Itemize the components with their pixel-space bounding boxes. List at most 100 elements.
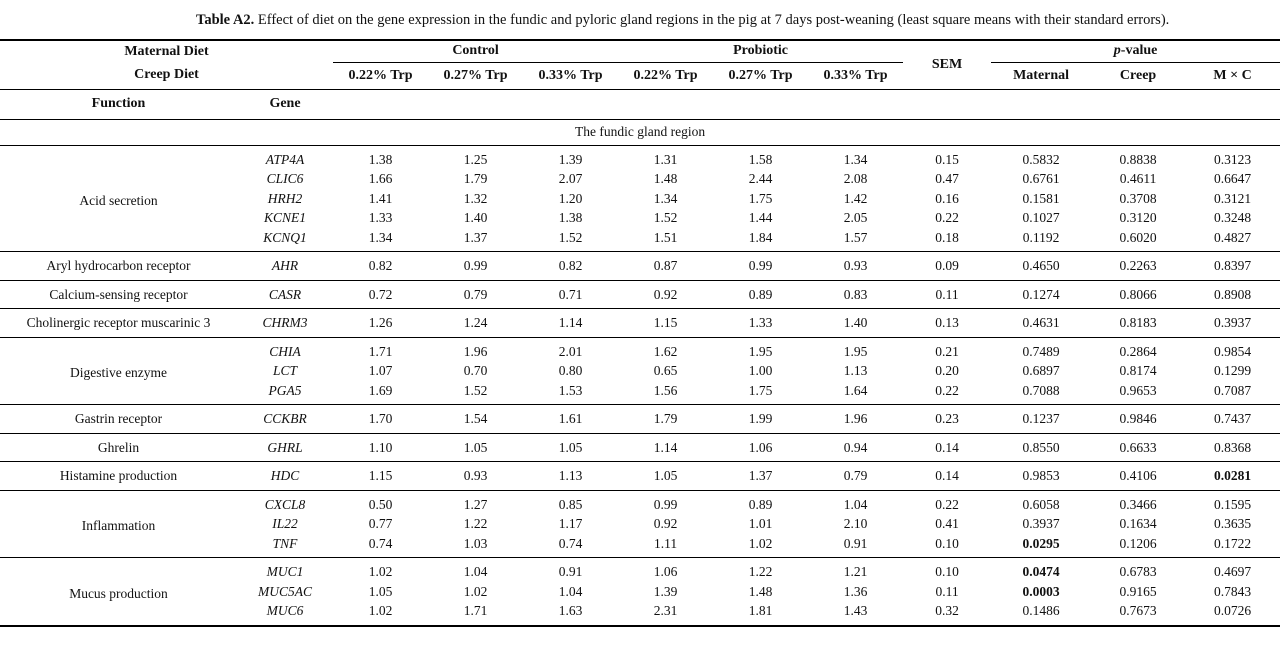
value-cell: 2.05 xyxy=(843,210,868,225)
table-row: Gastrin receptor CCKBR 1.70 1.54 1.61 1.79 1.9… xyxy=(0,404,1280,434)
value-cell: 2.07 xyxy=(558,171,583,186)
value-cell: 1.01 xyxy=(748,516,773,531)
value-cell: 1.66 xyxy=(368,171,393,186)
function-label: Gastrin receptor xyxy=(74,411,163,426)
p-value-cell: 0.7087 xyxy=(1185,380,1280,405)
header-row-3-spacer xyxy=(333,89,1280,120)
value-cell: 1.44 xyxy=(748,210,773,225)
value-cell: 1.13 xyxy=(523,461,619,491)
p-value-cell: 0.8368 xyxy=(1185,433,1280,462)
trp-col-header: 0.27% Trp xyxy=(713,62,809,90)
sem-cell: 0.15 xyxy=(935,151,959,167)
p-value-cell: 0.2864 xyxy=(1119,343,1157,359)
value-cell: 1.71 xyxy=(368,343,393,359)
p-value-cell: 0.8183 xyxy=(1091,308,1186,338)
value-cell: 1.17 xyxy=(558,516,583,531)
p-value-cell: 0.9854 xyxy=(1214,343,1252,359)
value-cell: 1.96 xyxy=(463,343,488,359)
sem-cell: 0.22 xyxy=(935,210,959,225)
function-label: Cholinergic receptor muscarinic 3 xyxy=(26,315,211,330)
p-value-cell: 0.1237 xyxy=(991,404,1092,434)
value-cell: 1.64 xyxy=(808,380,904,405)
table-row: KCNQ1 1.34 1.37 1.52 1.51 1.84 1.57 0.18 0.1192 0… xyxy=(0,227,1280,252)
value-cell: 1.95 xyxy=(748,343,773,359)
value-cell: 0.74 xyxy=(333,533,429,558)
value-cell: 1.14 xyxy=(523,308,619,338)
sem-cell: 0.11 xyxy=(903,280,992,309)
value-cell: 0.87 xyxy=(618,251,714,281)
value-cell: 1.56 xyxy=(618,380,714,405)
trp-col-header: 0.27% Trp xyxy=(428,62,524,90)
value-cell: 1.96 xyxy=(808,404,904,434)
p-value-cell: 0.8838 xyxy=(1119,151,1157,167)
value-cell: 1.70 xyxy=(333,404,429,434)
value-cell: 1.79 xyxy=(463,171,488,186)
p-maternal-header: Maternal xyxy=(991,62,1092,90)
p-value-rest: -value xyxy=(1120,43,1158,59)
p-value-cell: 0.6647 xyxy=(1214,171,1252,186)
function-label: Inflammation xyxy=(81,518,156,533)
p-value-cell: 0.7088 xyxy=(991,380,1092,405)
p-value-cell: 0.5832 xyxy=(1022,151,1060,167)
p-value-cell: 0.6058 xyxy=(1022,496,1060,512)
p-value-cell: 0.6897 xyxy=(1022,363,1060,378)
value-cell: 0.89 xyxy=(748,496,773,512)
table-row: Digestive enzyme CHIA 1.71 1.96 2.01 1.62 1.95… xyxy=(0,337,1280,405)
value-cell: 0.71 xyxy=(523,280,619,309)
value-cell: 1.52 xyxy=(428,380,524,405)
gene-cell: HRH2 xyxy=(267,190,303,206)
value-cell: 1.33 xyxy=(368,210,393,225)
gene-cell: IL22 xyxy=(272,516,298,531)
gene-cell: TNF xyxy=(237,533,334,558)
sem-cell: 0.22 xyxy=(935,496,959,512)
value-cell: 1.48 xyxy=(653,171,678,186)
p-value-cell: 0.4827 xyxy=(1185,227,1280,252)
gene-cell: MUC5AC xyxy=(258,583,312,599)
table-row: MUC6 1.02 1.71 1.63 2.31 1.81 1.43 0.32 0.1486 0.… xyxy=(0,601,1280,626)
p-value-cell: 0.1722 xyxy=(1185,533,1280,558)
p-value-cell: 0.0474 xyxy=(1022,564,1060,579)
value-cell: 1.57 xyxy=(808,227,904,252)
value-cell: 1.40 xyxy=(808,308,904,338)
value-cell: 0.91 xyxy=(558,564,583,579)
value-cell: 1.63 xyxy=(523,601,619,626)
function-cell: Ghrelin xyxy=(0,433,237,462)
sem-cell: 0.14 xyxy=(903,433,992,462)
value-cell: 1.32 xyxy=(463,190,488,206)
value-cell: 1.06 xyxy=(653,564,678,579)
value-cell: 1.03 xyxy=(428,533,524,558)
value-cell: 1.15 xyxy=(618,308,714,338)
value-cell: 0.80 xyxy=(558,363,583,378)
trp-col-header: 0.22% Trp xyxy=(618,62,714,90)
value-cell: 0.91 xyxy=(808,533,904,558)
p-value-cell: 0.6633 xyxy=(1091,433,1186,462)
header-row-2: Creep Diet 0.22% Trp 0.27% Trp 0.33% Trp… xyxy=(0,62,1280,90)
value-cell: 0.82 xyxy=(333,251,429,281)
p-value-cell: 0.7673 xyxy=(1091,601,1186,626)
function-cell: Inflammation xyxy=(0,490,237,558)
value-cell: 0.93 xyxy=(808,251,904,281)
header-row-3: Function Gene xyxy=(0,89,1280,120)
gene-cell: CCKBR xyxy=(237,404,334,434)
value-cell: 1.10 xyxy=(333,433,429,462)
gene-cell: LCT xyxy=(272,363,298,378)
value-cell: 1.84 xyxy=(713,227,809,252)
table-row: CLIC6 1.66 1.79 2.07 1.48 2.44 2.08 0.47 0.6761 0… xyxy=(0,169,1280,189)
value-cell: 0.92 xyxy=(618,280,714,309)
value-cell: 1.53 xyxy=(523,380,619,405)
sem-cell: 0.47 xyxy=(935,171,959,186)
table-row: IL22 0.77 1.22 1.17 0.92 1.01 2.10 0.41 0.3937 0.… xyxy=(0,514,1280,534)
table-body: The fundic gland region Acid secretion AT… xyxy=(0,119,1280,626)
sem-cell: 0.13 xyxy=(903,308,992,338)
sem-cell: 0.10 xyxy=(935,564,959,579)
p-value-cell: 0.0726 xyxy=(1185,601,1280,626)
function-label: Mucus production xyxy=(69,585,168,601)
function-label: Digestive enzyme xyxy=(69,365,168,380)
p-value-cell: 0.4611 xyxy=(1119,171,1157,186)
table-row: Mucus production MUC1 1.02 1.04 0.91 1.06 1.22… xyxy=(0,557,1280,626)
value-cell: 1.04 xyxy=(463,564,488,579)
p-value-cell: 0.1027 xyxy=(1022,210,1060,225)
value-cell: 0.79 xyxy=(808,461,904,491)
gene-cell: HDC xyxy=(237,461,334,491)
value-cell: 0.83 xyxy=(808,280,904,309)
